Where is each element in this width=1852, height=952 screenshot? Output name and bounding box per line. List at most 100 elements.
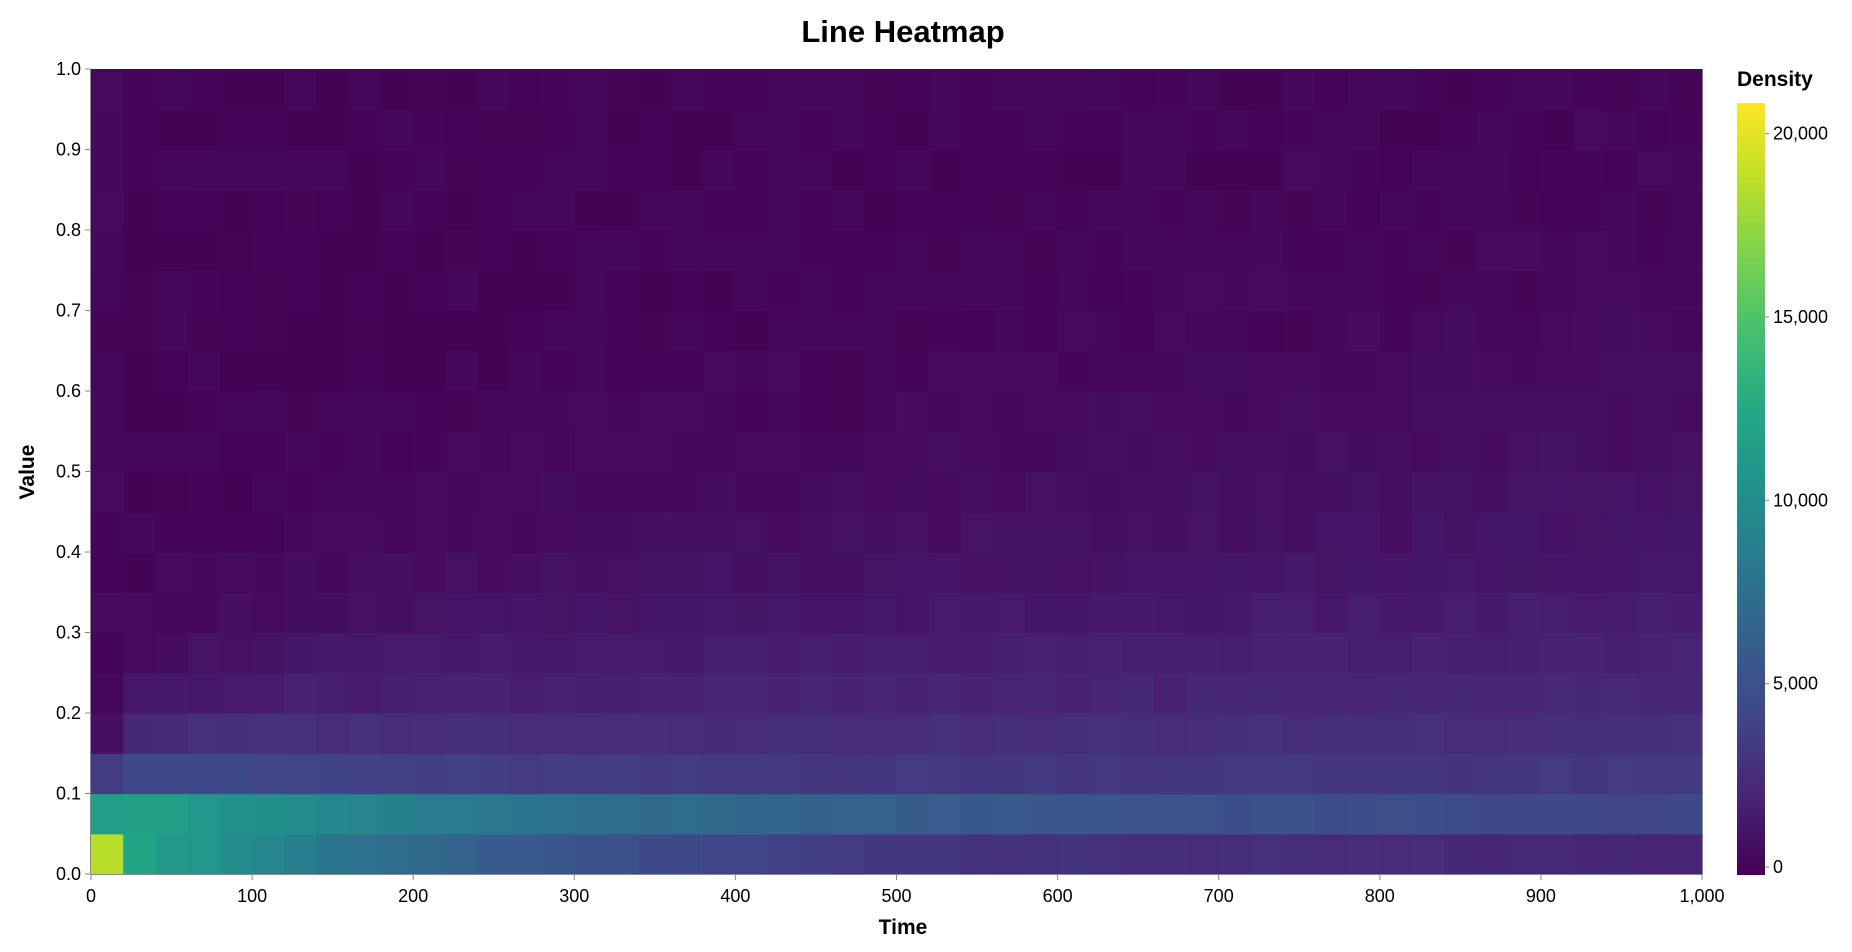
heatmap-cell xyxy=(1476,230,1510,271)
heatmap-cell xyxy=(316,69,350,110)
heatmap-cell xyxy=(574,189,608,231)
heatmap-cell xyxy=(1025,149,1059,191)
heatmap-cell xyxy=(1476,632,1510,674)
heatmap-cell xyxy=(1637,230,1671,271)
heatmap-cell xyxy=(477,149,511,191)
x-tick-label: 0 xyxy=(86,886,96,906)
heatmap-cell xyxy=(542,833,575,875)
heatmap-cell xyxy=(1637,753,1671,795)
heatmap-cell xyxy=(316,552,350,593)
heatmap-cell xyxy=(123,793,157,835)
heatmap-cell xyxy=(864,350,898,392)
heatmap-cell xyxy=(1669,109,1703,151)
heatmap-cell xyxy=(864,109,898,151)
heatmap-cell xyxy=(960,431,994,473)
heatmap-cell xyxy=(509,350,543,392)
heatmap-cell xyxy=(1540,592,1574,634)
heatmap-cell xyxy=(928,471,962,513)
heatmap-cell xyxy=(123,552,157,593)
heatmap-cell xyxy=(1025,713,1059,754)
heatmap-cell xyxy=(380,189,414,231)
heatmap-cell xyxy=(960,69,994,110)
heatmap-cell xyxy=(1379,391,1413,432)
heatmap-cell xyxy=(380,833,414,875)
heatmap-cell xyxy=(316,471,350,513)
heatmap-cell xyxy=(1444,592,1478,634)
heatmap-cell xyxy=(1186,672,1220,714)
heatmap-cell xyxy=(767,189,801,231)
heatmap-cell xyxy=(91,672,124,714)
heatmap-cell xyxy=(606,471,640,513)
heatmap-cell xyxy=(509,552,543,593)
heatmap-cell xyxy=(574,109,608,151)
heatmap-cell xyxy=(477,69,511,110)
heatmap-cell xyxy=(1540,310,1574,352)
heatmap-cell xyxy=(1250,391,1284,432)
heatmap-cell xyxy=(1573,149,1606,191)
heatmap-cell xyxy=(1637,189,1671,231)
heatmap-cell xyxy=(767,69,801,110)
heatmap-cell xyxy=(993,833,1026,875)
heatmap-cell xyxy=(1637,793,1671,835)
heatmap-cell xyxy=(735,511,769,553)
heatmap-cell xyxy=(1283,753,1316,795)
heatmap-cell xyxy=(1540,230,1574,271)
heatmap-cell xyxy=(896,189,930,231)
heatmap-cell xyxy=(1637,431,1671,473)
heatmap-cell xyxy=(896,753,930,795)
heatmap-cell xyxy=(670,431,704,473)
heatmap-cell xyxy=(960,552,994,593)
heatmap-cell xyxy=(542,592,575,634)
heatmap-cell xyxy=(1605,109,1639,151)
heatmap-cell xyxy=(1186,270,1220,312)
heatmap-cell xyxy=(1508,713,1542,754)
heatmap-cell xyxy=(735,471,769,513)
heatmap-cell xyxy=(252,471,285,513)
heatmap-cell xyxy=(91,713,124,754)
heatmap-cell xyxy=(348,350,382,392)
heatmap-cell xyxy=(509,230,543,271)
heatmap-cell xyxy=(928,270,962,312)
heatmap-cell xyxy=(542,391,575,432)
heatmap-cell xyxy=(1154,592,1188,634)
heatmap-cell xyxy=(1283,793,1316,835)
heatmap-cell xyxy=(123,713,157,754)
heatmap-cell xyxy=(1250,471,1284,513)
heatmap-cell xyxy=(799,189,833,231)
heatmap-cell xyxy=(1347,511,1381,553)
heatmap-cell xyxy=(1089,431,1123,473)
heatmap-cell xyxy=(1508,350,1542,392)
heatmap-cell xyxy=(638,270,672,312)
heatmap-cell xyxy=(896,592,930,634)
heatmap-cell xyxy=(896,632,930,674)
heatmap-cell xyxy=(864,69,898,110)
heatmap-cell xyxy=(1186,109,1220,151)
heatmap-cell xyxy=(1379,713,1413,754)
heatmap-cell xyxy=(1669,552,1703,593)
heatmap-cell xyxy=(670,713,704,754)
heatmap-cell xyxy=(542,350,575,392)
heatmap-cell xyxy=(799,511,833,553)
heatmap-cell xyxy=(1057,391,1091,432)
heatmap-cell xyxy=(574,753,608,795)
heatmap-cell xyxy=(284,149,318,191)
heatmap-cell xyxy=(1025,431,1059,473)
heatmap-cell xyxy=(1605,149,1639,191)
heatmap-cell xyxy=(1573,431,1606,473)
heatmap-cell xyxy=(993,350,1026,392)
heatmap-cell xyxy=(606,310,640,352)
heatmap-cell xyxy=(1218,511,1252,553)
heatmap-cell xyxy=(1250,350,1284,392)
heatmap-cell xyxy=(1379,230,1413,271)
heatmap-cell xyxy=(1089,310,1123,352)
heatmap-cell xyxy=(1669,69,1703,110)
heatmap-cell xyxy=(896,149,930,191)
heatmap-cell xyxy=(832,270,865,312)
heatmap-cell xyxy=(1283,431,1316,473)
heatmap-cell xyxy=(1508,270,1542,312)
heatmap-cell xyxy=(1476,350,1510,392)
heatmap-cell xyxy=(91,109,124,151)
heatmap-cell xyxy=(509,471,543,513)
heatmap-cell xyxy=(574,149,608,191)
heatmap-cell xyxy=(219,431,253,473)
